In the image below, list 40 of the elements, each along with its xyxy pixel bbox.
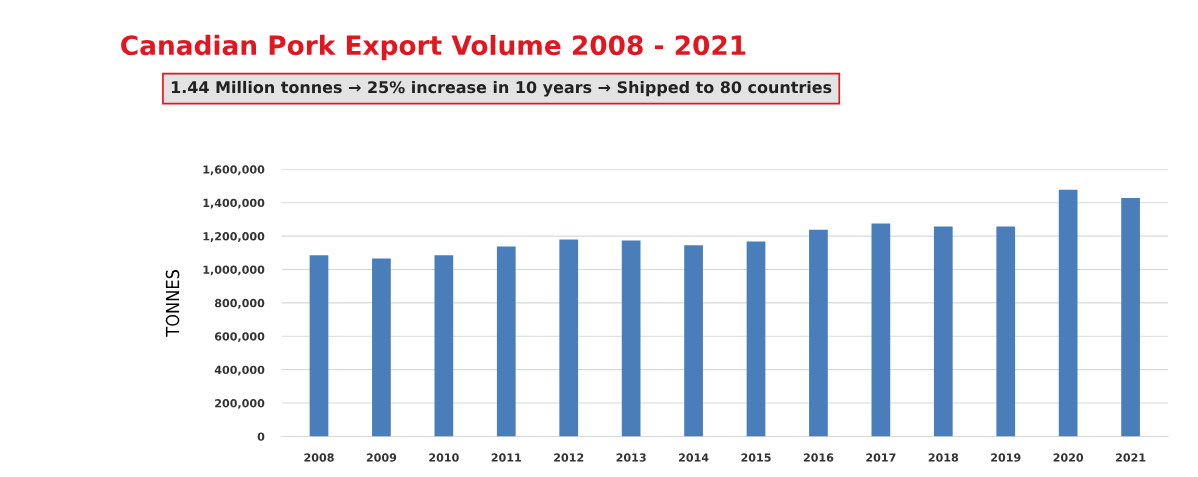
bar xyxy=(684,245,703,437)
y-axis-title: TONNES xyxy=(165,270,180,337)
bar xyxy=(559,239,579,437)
chart-subtitle: 1.44 Million tonnes → 25% increase in 10 years → Shipped to 80 countries xyxy=(171,80,832,97)
x-tick-label: 2016 xyxy=(803,453,834,462)
y-tick-label: 800,000 xyxy=(214,298,265,309)
bar xyxy=(372,258,391,437)
x-tick-label: 2011 xyxy=(491,453,521,462)
bar xyxy=(309,255,329,437)
y-tick-label: 200,000 xyxy=(215,399,265,409)
y-tick-label: 400,000 xyxy=(214,365,265,376)
chart-title: Canadian Pork Export Volume 2008 - 2021 xyxy=(121,34,746,61)
y-tick-label: 1,000,000 xyxy=(203,265,265,276)
x-tick-label: 2009 xyxy=(366,453,397,462)
bar xyxy=(1058,189,1078,437)
x-tick-label: 2015 xyxy=(741,453,771,462)
y-tick-label: 600,000 xyxy=(214,332,265,343)
x-tick-label: 2018 xyxy=(928,453,959,462)
bar xyxy=(871,223,891,437)
bar xyxy=(996,226,1016,437)
bar xyxy=(621,240,641,437)
y-tick-label: 1,400,000 xyxy=(203,198,265,209)
bar xyxy=(496,246,516,437)
x-tick-label: 2019 xyxy=(991,453,1021,462)
bar xyxy=(809,229,828,437)
bar xyxy=(746,241,766,437)
bar xyxy=(933,226,953,437)
y-tick-label: 1,600,000 xyxy=(203,165,265,176)
y-tick-label: 0 xyxy=(257,432,265,441)
x-tick-label: 2012 xyxy=(554,453,584,462)
x-tick-label: 2020 xyxy=(1053,453,1084,462)
y-tick-label: 1,200,000 xyxy=(203,232,265,242)
x-tick-label: 2021 xyxy=(1116,453,1146,462)
bar xyxy=(434,255,454,437)
x-tick-label: 2017 xyxy=(866,453,896,462)
x-tick-label: 2008 xyxy=(304,453,334,462)
bar xyxy=(1121,198,1140,437)
x-tick-label: 2013 xyxy=(616,453,646,462)
x-tick-label: 2014 xyxy=(678,453,709,462)
x-tick-label: 2010 xyxy=(429,453,459,462)
